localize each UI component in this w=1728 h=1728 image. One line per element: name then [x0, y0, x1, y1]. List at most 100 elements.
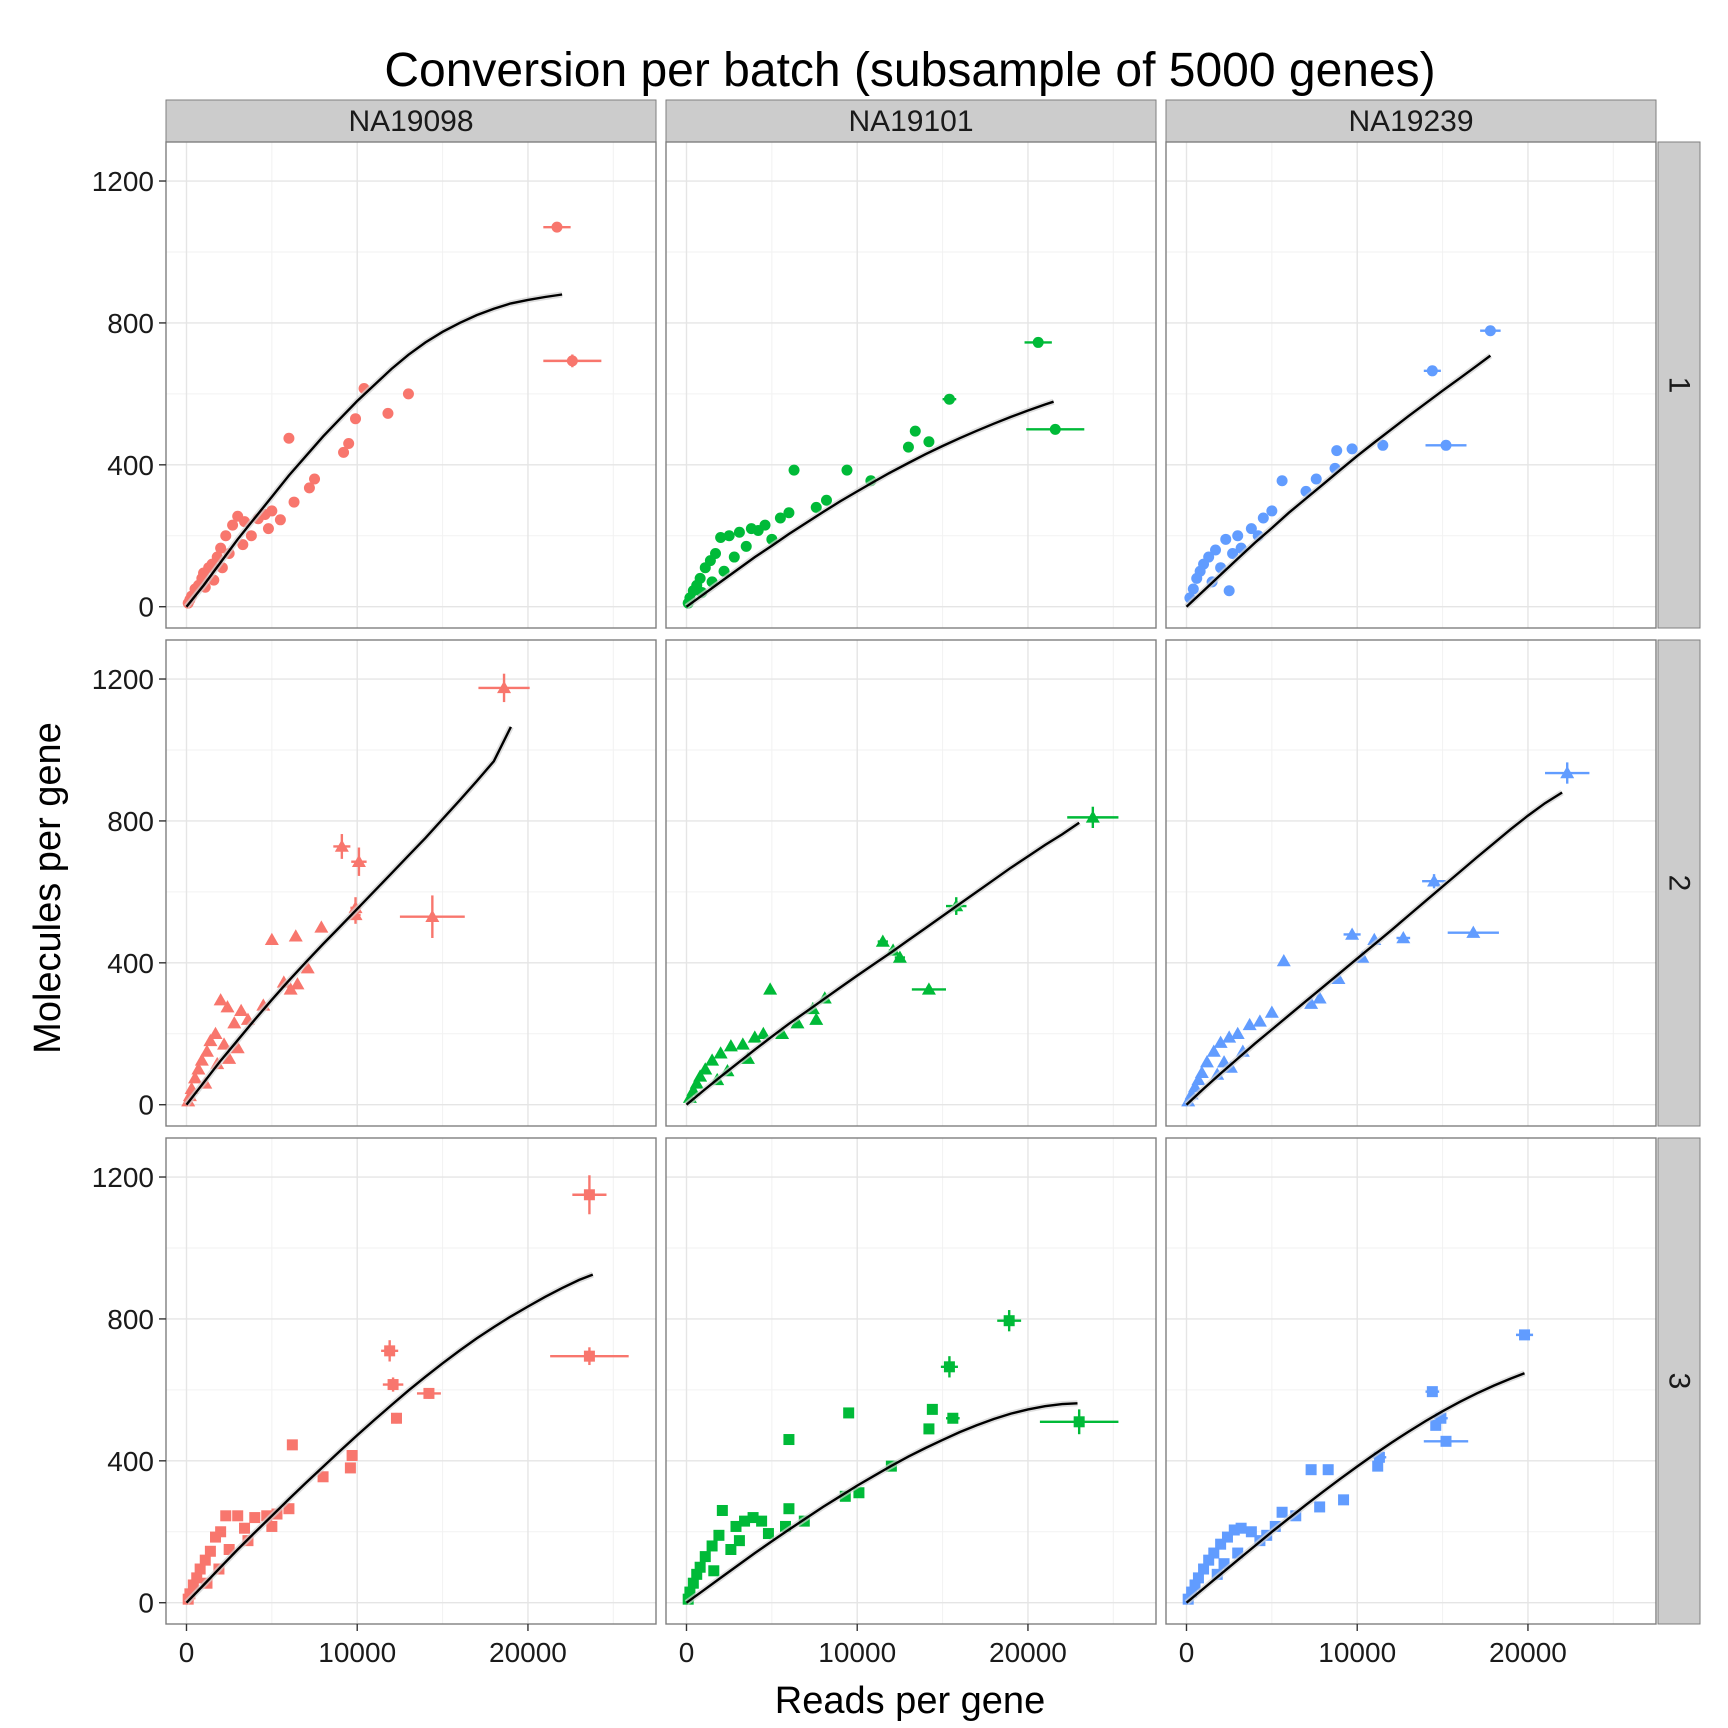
panel-border	[1165, 141, 1657, 629]
data-point	[735, 1037, 750, 1050]
data-point	[1245, 523, 1257, 535]
data-point	[1440, 439, 1452, 451]
data-point	[1189, 1579, 1201, 1591]
data-point	[1257, 512, 1269, 524]
data-point	[1227, 548, 1239, 560]
row-strip-label: 2	[1663, 875, 1696, 892]
row-strip	[1657, 639, 1701, 1127]
data-point	[1192, 1572, 1204, 1584]
data-point	[1440, 1435, 1452, 1447]
data-point	[1232, 1547, 1244, 1559]
data-point	[1266, 505, 1278, 517]
data-point	[194, 1563, 206, 1575]
data-point	[756, 1515, 768, 1527]
x-tick-label: 20000	[989, 1637, 1067, 1668]
data-point	[740, 540, 752, 552]
data-point	[1426, 365, 1438, 377]
row-strip-label: 3	[1663, 1373, 1696, 1390]
data-point	[790, 1016, 805, 1029]
x-tick-label: 0	[679, 1637, 695, 1668]
y-tick-label: 0	[138, 1090, 154, 1121]
data-point	[191, 1572, 203, 1584]
data-point	[344, 1462, 356, 1474]
x-tick-label: 20000	[489, 1637, 567, 1668]
y-tick-label: 400	[107, 948, 154, 979]
data-point	[691, 1568, 703, 1580]
data-point	[923, 1423, 935, 1435]
panel-border	[165, 1137, 657, 1625]
data-point	[1198, 1563, 1210, 1575]
data-point	[763, 982, 778, 995]
data-point	[1331, 445, 1343, 457]
data-point	[909, 425, 921, 437]
data-point	[1264, 1005, 1279, 1018]
data-point	[203, 1033, 218, 1047]
data-point	[725, 1544, 737, 1556]
data-point	[809, 1012, 824, 1025]
data-point	[237, 539, 249, 551]
panel-border	[665, 639, 1157, 1127]
data-point	[730, 1520, 742, 1532]
data-point	[1466, 925, 1481, 938]
data-point	[715, 532, 727, 544]
data-point	[699, 1551, 711, 1563]
panel-NA19101-2	[665, 639, 1157, 1127]
y-tick-label: 400	[107, 450, 154, 481]
data-point	[220, 1000, 235, 1013]
data-point	[1245, 1526, 1257, 1538]
fit-line	[685, 400, 1054, 608]
data-point	[943, 393, 955, 405]
data-point	[1312, 991, 1327, 1004]
data-point	[387, 1379, 399, 1391]
data-point	[699, 562, 711, 574]
x-tick-label: 10000	[1318, 1637, 1396, 1668]
row-strip-label: 1	[1663, 377, 1696, 394]
data-point	[1230, 1026, 1245, 1040]
data-point	[384, 1345, 396, 1357]
panel-background	[666, 640, 1156, 1126]
data-point	[1187, 583, 1199, 595]
column-strip	[1165, 99, 1657, 143]
data-point	[222, 1051, 237, 1064]
data-point	[1215, 1538, 1227, 1550]
data-point	[1221, 1531, 1233, 1543]
y-tick-label: 1200	[92, 664, 154, 695]
y-tick-label: 400	[107, 1446, 154, 1477]
fit-line	[185, 726, 512, 1106]
data-point	[351, 854, 366, 867]
data-point	[187, 1579, 199, 1591]
data-point	[346, 1449, 358, 1461]
data-point	[1199, 1055, 1214, 1068]
data-point	[551, 221, 563, 233]
panel-background	[166, 142, 656, 628]
fit-line	[185, 1273, 594, 1604]
data-point	[1373, 1451, 1385, 1463]
column-strip	[165, 99, 657, 143]
data-point	[756, 1026, 771, 1040]
column-strip	[665, 99, 1157, 143]
data-point	[245, 530, 257, 542]
data-point	[210, 1531, 222, 1543]
y-tick-label: 1200	[92, 166, 154, 197]
panel-border	[665, 1137, 1157, 1625]
panel-NA19101-3: 0 10000 20000	[665, 1137, 1157, 1668]
fit-line	[685, 821, 1080, 1106]
data-point	[1242, 1017, 1257, 1031]
data-point	[583, 1350, 595, 1362]
data-point	[1396, 930, 1411, 944]
data-point	[1235, 1522, 1247, 1534]
data-point	[902, 441, 914, 453]
data-point	[208, 1026, 223, 1040]
fit-line	[685, 1402, 1078, 1604]
data-point	[274, 514, 286, 526]
data-point	[762, 1528, 774, 1540]
column-strip-label: NA19239	[1348, 105, 1473, 138]
data-point	[264, 932, 279, 946]
fit-line	[1185, 354, 1492, 608]
data-point	[747, 1030, 762, 1043]
panel-NA19101-1	[665, 141, 1157, 629]
data-point	[239, 1522, 251, 1534]
data-point	[1073, 1416, 1085, 1428]
data-point	[892, 950, 907, 963]
panel-NA19239-3: 0 10000 20000	[1165, 1137, 1657, 1668]
